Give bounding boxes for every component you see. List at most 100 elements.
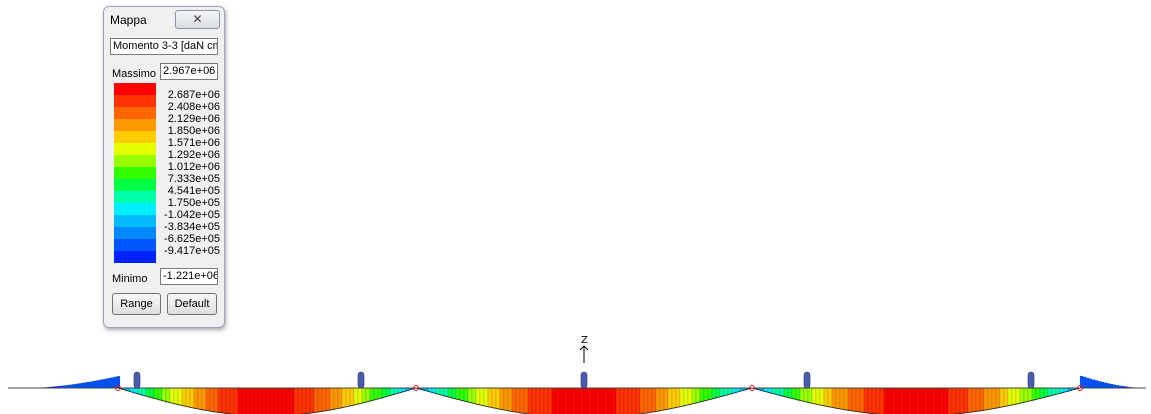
diagram-strip bbox=[313, 387, 319, 413]
diagram-strip bbox=[1007, 387, 1013, 406]
diagram-strip bbox=[627, 387, 633, 414]
diagram-outline bbox=[751, 387, 1081, 414]
diagram-strip bbox=[107, 377, 112, 389]
hinge-marker bbox=[749, 385, 755, 391]
diagram-strip bbox=[563, 387, 569, 414]
diagram-strip bbox=[535, 387, 541, 414]
color-swatch bbox=[114, 155, 156, 167]
color-scale-tick: -3.834e+05 bbox=[164, 221, 220, 233]
diagram-strip bbox=[967, 387, 973, 413]
diagram-strip bbox=[523, 387, 529, 414]
palette-title: Mappa bbox=[110, 13, 147, 27]
diagram-strip bbox=[607, 387, 613, 414]
diagram-strip bbox=[587, 387, 593, 414]
diagram-strip bbox=[1100, 381, 1105, 389]
diagram-strip bbox=[74, 383, 79, 389]
diagram-strip bbox=[181, 387, 187, 407]
color-scale-tick: 2.408e+06 bbox=[167, 101, 220, 113]
diagram-strip bbox=[269, 387, 275, 414]
diagram-strip bbox=[185, 387, 191, 408]
diagram-strip bbox=[623, 387, 629, 414]
diagram-strip bbox=[791, 387, 797, 400]
diagram-strip bbox=[831, 387, 837, 408]
color-swatch bbox=[114, 131, 156, 143]
diagram-strip bbox=[83, 382, 88, 389]
max-value-field[interactable]: 2.967e+06 bbox=[160, 63, 218, 80]
palette-title-bar[interactable]: Mappa ✕ bbox=[104, 7, 224, 31]
z-axis-icon: Z bbox=[579, 335, 589, 363]
color-swatch bbox=[114, 191, 156, 203]
legend-palette-window[interactable]: Mappa ✕ Momento 3-3 [daN cm Massimo 2.96… bbox=[103, 6, 225, 328]
diagram-strip bbox=[189, 387, 195, 408]
diagram-strip bbox=[927, 387, 933, 414]
quantity-field[interactable]: Momento 3-3 [daN cm bbox=[110, 38, 218, 55]
diagram-strip bbox=[495, 387, 501, 410]
diagram-strip bbox=[907, 387, 913, 414]
diagram-strip bbox=[855, 387, 861, 412]
diagram-strip bbox=[265, 387, 271, 414]
diagram-strip bbox=[145, 387, 151, 397]
diagram-strip bbox=[169, 387, 175, 404]
diagram-strip bbox=[149, 387, 155, 399]
diagram-strip bbox=[479, 387, 485, 406]
diagram-strip bbox=[467, 387, 473, 403]
diagram-strip bbox=[393, 387, 399, 395]
diagram-strip bbox=[221, 387, 227, 414]
diagram-strip bbox=[153, 387, 159, 400]
diagram-strip bbox=[1103, 382, 1108, 389]
diagram-strip bbox=[887, 387, 893, 414]
diagram-strip bbox=[141, 387, 147, 396]
diagram-strip bbox=[110, 377, 115, 389]
diagram-strip bbox=[527, 387, 533, 414]
diagram-strip bbox=[369, 387, 375, 401]
hinge-marker bbox=[413, 385, 419, 391]
diagram-strip bbox=[783, 387, 789, 398]
color-swatch bbox=[114, 95, 156, 107]
support-post bbox=[357, 371, 365, 389]
diagram-strip bbox=[1031, 387, 1037, 401]
diagram-strip bbox=[333, 387, 339, 410]
diagram-strip bbox=[475, 387, 481, 405]
min-value-field[interactable]: -1.221e+06 bbox=[160, 268, 218, 285]
diagram-strip bbox=[815, 387, 821, 405]
diagram-strip bbox=[161, 387, 167, 402]
diagram-strip bbox=[98, 379, 103, 389]
diagram-strip bbox=[543, 387, 549, 414]
color-swatch bbox=[114, 83, 156, 95]
diagram-strip bbox=[807, 387, 813, 403]
diagram-strip bbox=[975, 387, 981, 412]
diagram-strip bbox=[1003, 387, 1009, 407]
diagram-strip bbox=[667, 387, 673, 410]
diagram-strip bbox=[923, 387, 929, 414]
diagram-strip bbox=[983, 387, 989, 411]
support-post bbox=[1027, 371, 1035, 389]
diagram-strip bbox=[503, 387, 509, 411]
diagram-strip bbox=[619, 387, 625, 414]
color-swatch bbox=[114, 179, 156, 191]
diagram-strip bbox=[579, 387, 585, 414]
diagram-strip bbox=[639, 387, 645, 414]
diagram-strip bbox=[691, 387, 697, 404]
diagram-strip bbox=[911, 387, 917, 414]
diagram-strip bbox=[571, 387, 577, 414]
diagram-strip bbox=[1097, 381, 1102, 389]
diagram-strip bbox=[715, 387, 721, 398]
diagram-strip bbox=[879, 387, 885, 414]
range-button[interactable]: Range bbox=[112, 293, 161, 315]
beam-moment-diagram: Z bbox=[8, 335, 1146, 414]
diagram-strip bbox=[297, 387, 303, 414]
diagram-strip bbox=[213, 387, 219, 413]
diagram-strip bbox=[353, 387, 359, 405]
color-scale-tick: 4.541e+05 bbox=[167, 185, 220, 197]
diagram-strip bbox=[293, 387, 299, 414]
default-button[interactable]: Default bbox=[167, 293, 217, 315]
diagram-strip bbox=[289, 387, 295, 414]
diagram-strip bbox=[827, 387, 833, 408]
diagram-strip bbox=[771, 387, 777, 395]
diagram-strip bbox=[389, 387, 395, 396]
diagram-strip bbox=[919, 387, 925, 414]
close-icon[interactable]: ✕ bbox=[175, 10, 220, 29]
max-label: Massimo bbox=[112, 68, 157, 80]
diagram-strip bbox=[675, 387, 681, 408]
